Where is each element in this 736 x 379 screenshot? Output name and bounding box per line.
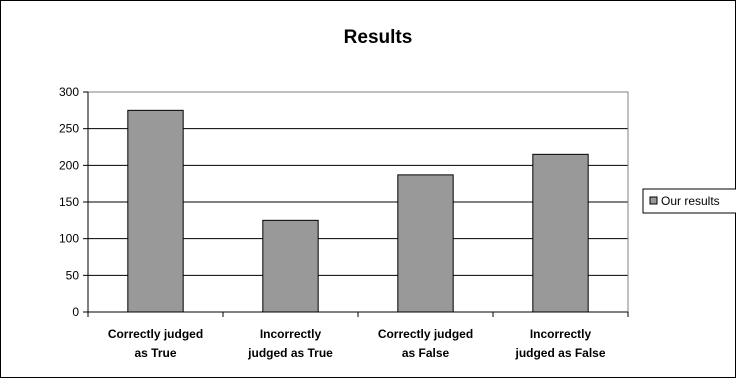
x-category-label: Incorrectly [530, 327, 592, 341]
x-axis-categories: Correctly judged as True Incorrectly judged… [108, 327, 606, 360]
x-category-label: Correctly judged [378, 327, 473, 341]
chart-title: Results [344, 27, 413, 48]
y-tick-label: 200 [59, 158, 79, 172]
x-category-label: as True [134, 346, 176, 360]
bar [532, 153, 589, 313]
y-tick-label: 50 [66, 268, 80, 282]
y-tick-label: 100 [59, 232, 79, 246]
bar [397, 174, 454, 313]
y-tick-label: 150 [59, 195, 79, 209]
y-tick-label: 300 [59, 85, 79, 99]
bar [127, 109, 184, 313]
legend-label: Our results [661, 194, 720, 208]
legend-box [642, 188, 736, 214]
bar [262, 219, 319, 313]
x-category-label: Incorrectly [260, 327, 322, 341]
legend: Our results [642, 188, 736, 214]
x-category-label: as False [402, 346, 450, 360]
bars [127, 109, 589, 313]
axes [83, 91, 629, 317]
x-category-label: judged as False [514, 346, 605, 360]
y-tick-label: 0 [72, 305, 79, 319]
x-category-label: judged as True [247, 346, 333, 360]
x-category-label: Correctly judged [108, 327, 203, 341]
y-axis-ticks: 0 50 100 150 200 250 300 [59, 85, 79, 319]
y-tick-label: 250 [59, 122, 79, 136]
legend-swatch [649, 196, 658, 205]
